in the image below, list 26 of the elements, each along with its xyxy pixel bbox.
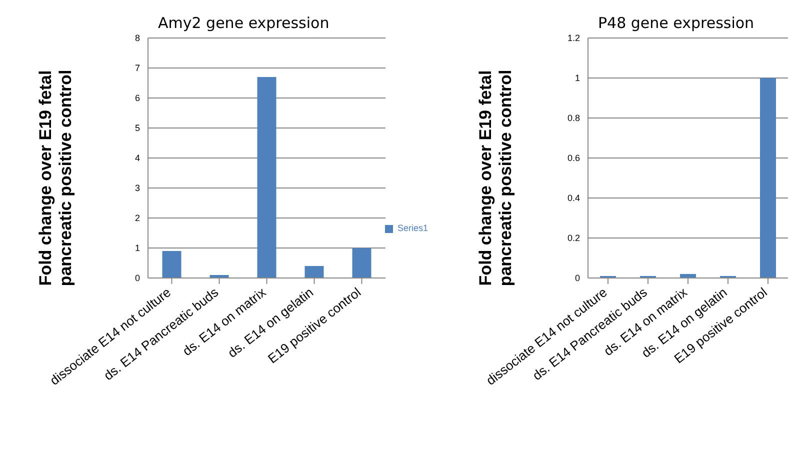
y-tick-label: 8 xyxy=(134,33,140,44)
y-tick-label: 1 xyxy=(574,73,580,84)
y-tick-label: 0 xyxy=(134,273,140,284)
y-tick-label: 6 xyxy=(134,93,140,104)
legend-label: Series1 xyxy=(397,223,428,233)
bar xyxy=(352,248,372,278)
y-tick-label: 1 xyxy=(134,243,140,254)
bar xyxy=(760,78,776,278)
bar xyxy=(162,251,182,278)
y-tick-label: 2 xyxy=(134,213,140,224)
bar xyxy=(257,77,276,278)
y-tick-label: 0.2 xyxy=(567,233,580,244)
y-tick-label: 0 xyxy=(574,273,580,284)
y-tick-label: 0.6 xyxy=(567,153,580,164)
y-tick-label: 7 xyxy=(134,63,140,74)
y-axis-title: Fold change over E19 fetal pancreatic positive control xyxy=(476,68,516,288)
chart-title: Amy2 gene expression xyxy=(158,14,330,32)
bar xyxy=(304,266,324,278)
y-tick-label: 4 xyxy=(134,153,140,164)
y-tick-label: 1.2 xyxy=(567,33,580,44)
y-tick-label: 0.8 xyxy=(567,113,580,124)
y-axis-title: Fold change over E19 fetal pancreatic positive control xyxy=(36,68,76,288)
y-tick-label: 5 xyxy=(134,123,140,134)
chart-title: P48 gene expression xyxy=(598,14,754,32)
y-tick-label: 0.4 xyxy=(567,193,580,204)
y-tick-label: 3 xyxy=(134,183,140,194)
